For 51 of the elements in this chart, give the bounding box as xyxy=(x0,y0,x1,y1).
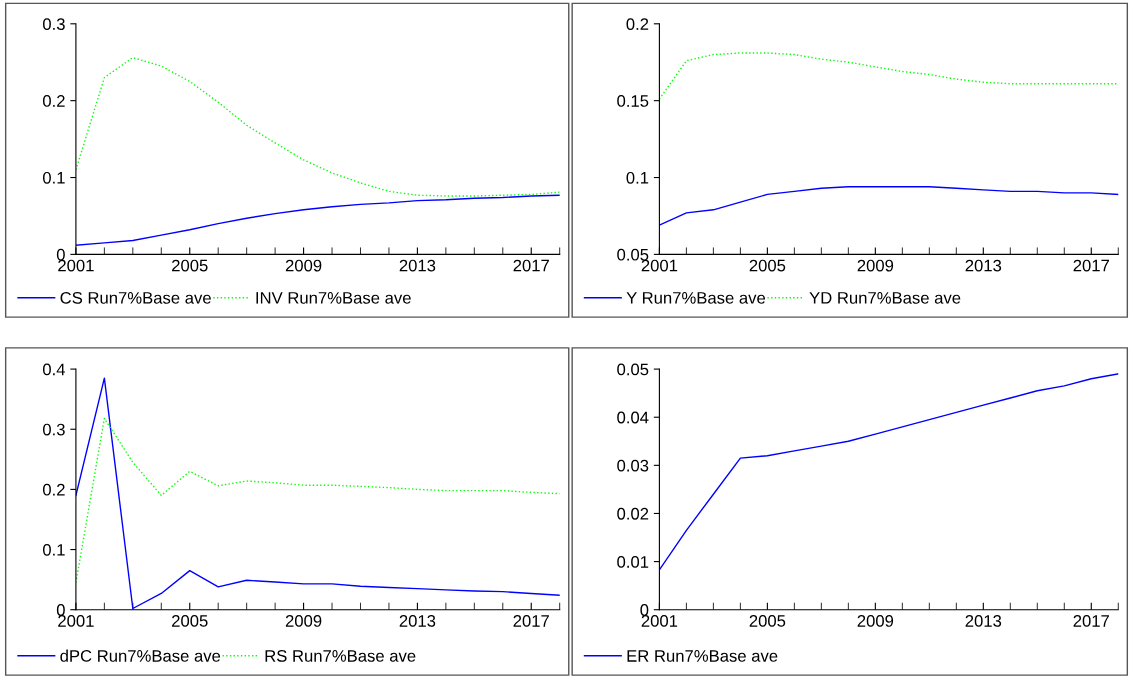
x-tick-label: 2005 xyxy=(172,615,208,627)
x-tick-label: 2017 xyxy=(1073,259,1109,272)
y-tick-label: 0 xyxy=(640,604,649,616)
x-tick-label: 2005 xyxy=(749,259,786,272)
x-tick-label: 2001 xyxy=(58,615,94,627)
x-tick-label: 2013 xyxy=(965,259,1002,272)
x-tick-label: 2009 xyxy=(857,615,894,627)
y-tick-label: 0.05 xyxy=(617,248,649,261)
x-tick-label: 2017 xyxy=(513,259,549,272)
y-tick-label: 0.2 xyxy=(626,18,649,30)
y-tick-label: 0 xyxy=(56,248,65,261)
y-tick-label: 0.15 xyxy=(617,95,649,107)
y-tick-label: 0.05 xyxy=(617,363,649,376)
y-tick-label: 0.04 xyxy=(617,411,649,424)
x-tick-label: 2017 xyxy=(1073,615,1109,627)
x-tick-label: 2005 xyxy=(172,259,208,272)
y-tick-label: 0.3 xyxy=(42,18,65,30)
x-tick-label: 2013 xyxy=(399,615,436,627)
x-tick-label: 2009 xyxy=(285,259,322,272)
y-tick-label: 0.1 xyxy=(626,171,649,184)
x-tick-label: 2005 xyxy=(749,615,786,627)
x-tick-label: 2009 xyxy=(285,615,322,627)
x-tick-label: 2013 xyxy=(399,259,436,272)
legend-label: ER Run7%Base ave xyxy=(627,650,778,662)
y-tick-label: 0.4 xyxy=(42,363,66,376)
y-tick-label: 0 xyxy=(56,604,65,616)
y-tick-label: 0.1 xyxy=(42,543,65,556)
legend-label: INV Run7%Base ave xyxy=(256,292,411,304)
legend-label: YD Run7%Base ave xyxy=(809,292,961,304)
x-tick-label: 2001 xyxy=(58,259,94,272)
y-tick-label: 0.01 xyxy=(617,555,649,568)
line-series xyxy=(75,56,560,197)
legend-label: RS Run7%Base ave xyxy=(265,650,416,662)
x-tick-label: 2017 xyxy=(513,615,549,627)
y-tick-label: 0.1 xyxy=(42,171,65,184)
line-series xyxy=(659,52,1119,100)
legend-label: CS Run7%Base ave xyxy=(60,291,211,304)
y-tick-label: 0.02 xyxy=(617,507,649,520)
line-series xyxy=(75,194,560,246)
x-tick-label: 2001 xyxy=(641,259,678,272)
y-tick-label: 0.03 xyxy=(617,459,649,472)
y-tick-label: 0.2 xyxy=(42,483,65,496)
legend-label: Y Run7%Base ave xyxy=(626,292,766,304)
legend-label: dPC Run7%Base ave xyxy=(60,649,221,662)
y-tick-label: 0.3 xyxy=(42,423,65,436)
x-tick-label: 2013 xyxy=(965,615,1002,627)
x-tick-label: 2009 xyxy=(857,259,894,272)
x-tick-label: 2001 xyxy=(641,615,678,627)
y-tick-label: 0.2 xyxy=(42,95,65,107)
line-series xyxy=(659,186,1119,226)
line-series xyxy=(659,373,1119,571)
